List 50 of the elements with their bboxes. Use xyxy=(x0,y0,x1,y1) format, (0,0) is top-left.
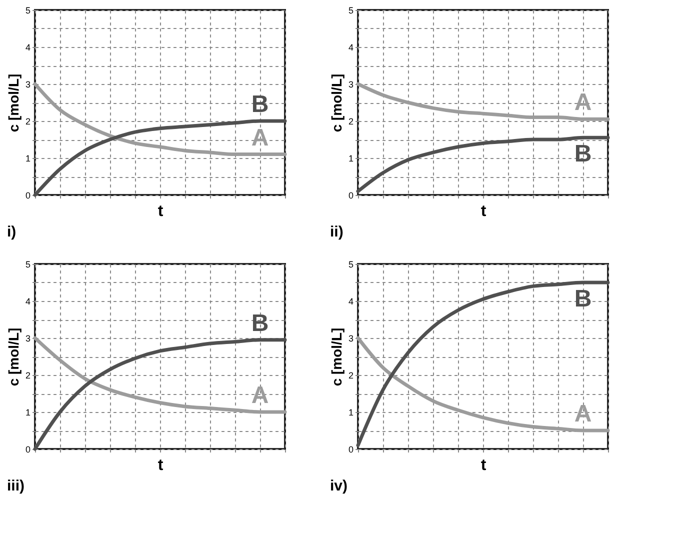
y-tick-label: 4 xyxy=(348,42,354,52)
text: iv) xyxy=(330,478,348,494)
y-tick-label: 0 xyxy=(25,190,30,200)
y-tick-label: 5 xyxy=(25,6,30,16)
y-axis-title: c [mol/L] xyxy=(5,74,22,132)
y-tick-label: 2 xyxy=(348,370,354,380)
series-label: A xyxy=(251,124,269,152)
y-tick-label: 3 xyxy=(348,334,354,344)
line-series xyxy=(33,336,287,414)
line-series xyxy=(33,82,287,156)
y-axis-title: c [mol/L] xyxy=(5,328,22,386)
line-series xyxy=(356,82,610,121)
x-axis-title: t xyxy=(158,457,164,474)
series-label: B xyxy=(574,140,592,168)
y-tick-label: 2 xyxy=(348,116,354,126)
y-tick-label: 0 xyxy=(348,190,354,200)
y-tick-label: 4 xyxy=(25,42,30,52)
y-tick-label: 0 xyxy=(25,444,30,454)
line-series xyxy=(356,336,610,432)
line-series xyxy=(356,136,610,194)
y-axis-title: c [mol/L] xyxy=(328,74,344,132)
series-label: A xyxy=(251,382,269,409)
text: i) xyxy=(6,224,16,240)
x-axis-title: t xyxy=(480,203,487,220)
series-label: A xyxy=(574,89,592,116)
series-label: B xyxy=(574,286,592,312)
y-tick-label: 5 xyxy=(348,260,354,270)
y-tick-label: 2 xyxy=(25,370,30,380)
x-axis-title: t xyxy=(158,203,164,220)
y-tick-label: 0 xyxy=(348,444,354,454)
y-tick-label: 1 xyxy=(25,408,30,418)
text: iii) xyxy=(6,478,24,494)
series-label: B xyxy=(251,91,269,118)
y-tick-label: 1 xyxy=(348,154,354,164)
y-tick-label: 4 xyxy=(25,296,30,306)
y-axis-title: c [mol/L] xyxy=(328,328,344,386)
y-tick-label: 1 xyxy=(348,408,354,418)
y-tick-label: 1 xyxy=(25,154,30,164)
y-tick-label: 5 xyxy=(25,260,30,270)
y-tick-label: 4 xyxy=(348,296,354,306)
series-label: A xyxy=(574,400,592,428)
y-tick-label: 3 xyxy=(25,334,30,344)
y-tick-label: 3 xyxy=(25,80,30,90)
text: ii) xyxy=(330,224,344,240)
y-tick-label: 3 xyxy=(348,80,354,90)
y-tick-label: 5 xyxy=(348,6,354,16)
line-series xyxy=(356,280,610,448)
x-axis-title: t xyxy=(480,457,487,474)
series-label: B xyxy=(251,310,269,337)
y-tick-label: 2 xyxy=(25,116,30,126)
